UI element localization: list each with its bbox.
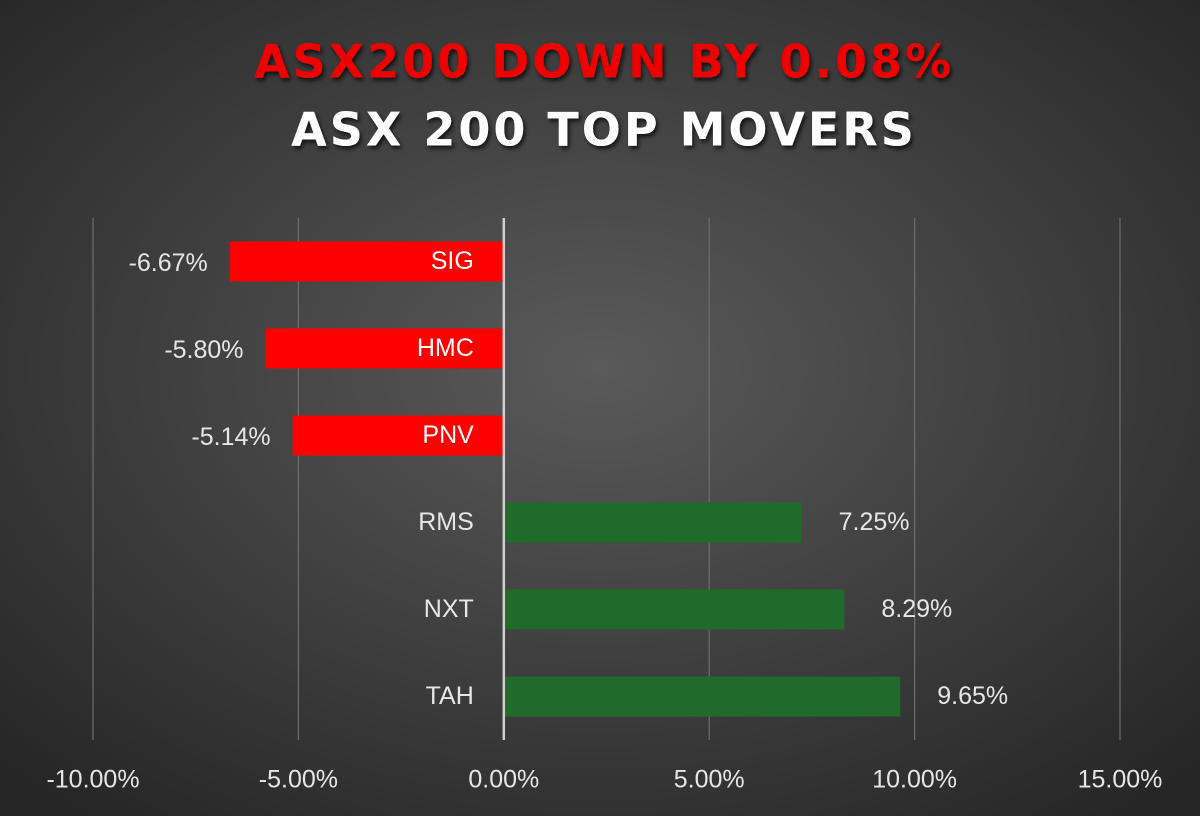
x-tick-label: 10.00% (872, 766, 957, 794)
value-label: -5.14% (191, 423, 270, 451)
category-label: RMS (418, 508, 474, 536)
bar (503, 502, 802, 543)
chart-title: ASX200 DOWN BY 0.08% (254, 35, 954, 89)
bar (229, 241, 504, 282)
x-tick-label: -10.00% (46, 766, 139, 794)
x-tick-label: 15.00% (1078, 766, 1163, 794)
value-label: 9.65% (937, 682, 1008, 710)
value-label: 7.25% (839, 508, 910, 536)
value-label: -6.67% (129, 249, 208, 277)
x-tick-label: 0.00% (468, 766, 539, 794)
category-label: NXT (424, 595, 474, 623)
value-label: -5.80% (164, 336, 243, 364)
category-label: HMC (417, 334, 474, 362)
category-label: SIG (431, 247, 474, 275)
category-label: TAH (426, 682, 474, 710)
bar (503, 589, 845, 630)
bar (503, 676, 901, 717)
x-tick-label: -5.00% (259, 766, 338, 794)
chart-subtitle: ASX 200 TOP MOVERS (291, 103, 917, 157)
bars: SIG -6.67% HMC -5.80% PNV -5.14% RMS 7.25% NXT 8.… (129, 218, 1008, 740)
x-tick-label: 5.00% (674, 766, 745, 794)
value-label: 8.29% (881, 595, 952, 623)
bar (265, 328, 504, 369)
bar (292, 415, 504, 456)
category-label: PNV (422, 421, 474, 449)
